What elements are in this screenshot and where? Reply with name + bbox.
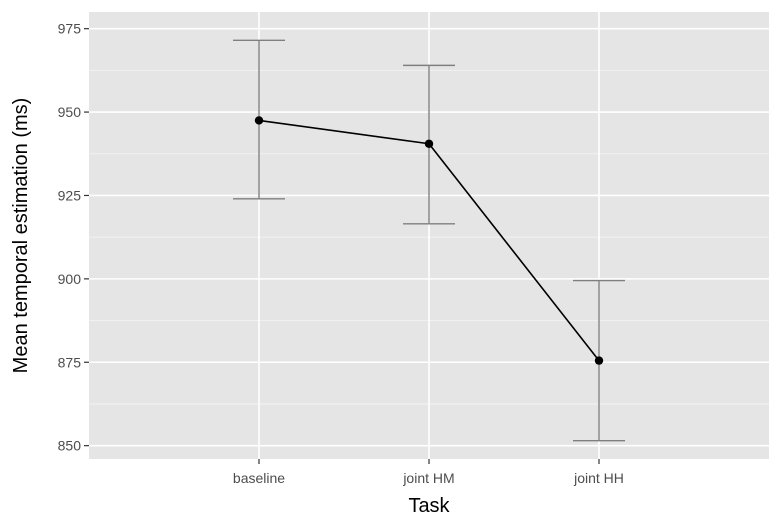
x-axis: baseline joint HM joint HH xyxy=(233,459,624,486)
y-tick-label: 975 xyxy=(58,21,82,37)
y-tick-label: 875 xyxy=(58,354,82,370)
x-axis-title: Task xyxy=(408,495,450,516)
data-point xyxy=(594,356,604,365)
y-tick-label: 900 xyxy=(58,271,82,287)
x-tick-label: joint HH xyxy=(573,470,624,486)
y-tick-label: 850 xyxy=(58,438,82,454)
y-axis-title: Mean temporal estimation (ms) xyxy=(10,98,32,374)
data-point xyxy=(254,116,264,125)
y-axis: 850 875 900 925 950 975 xyxy=(58,21,89,454)
y-tick-label: 950 xyxy=(58,104,82,120)
x-tick-label: joint HM xyxy=(402,470,454,486)
x-tick-label: baseline xyxy=(233,470,285,486)
data-point xyxy=(424,139,434,148)
data-points xyxy=(254,116,604,365)
y-tick-label: 925 xyxy=(58,187,82,203)
